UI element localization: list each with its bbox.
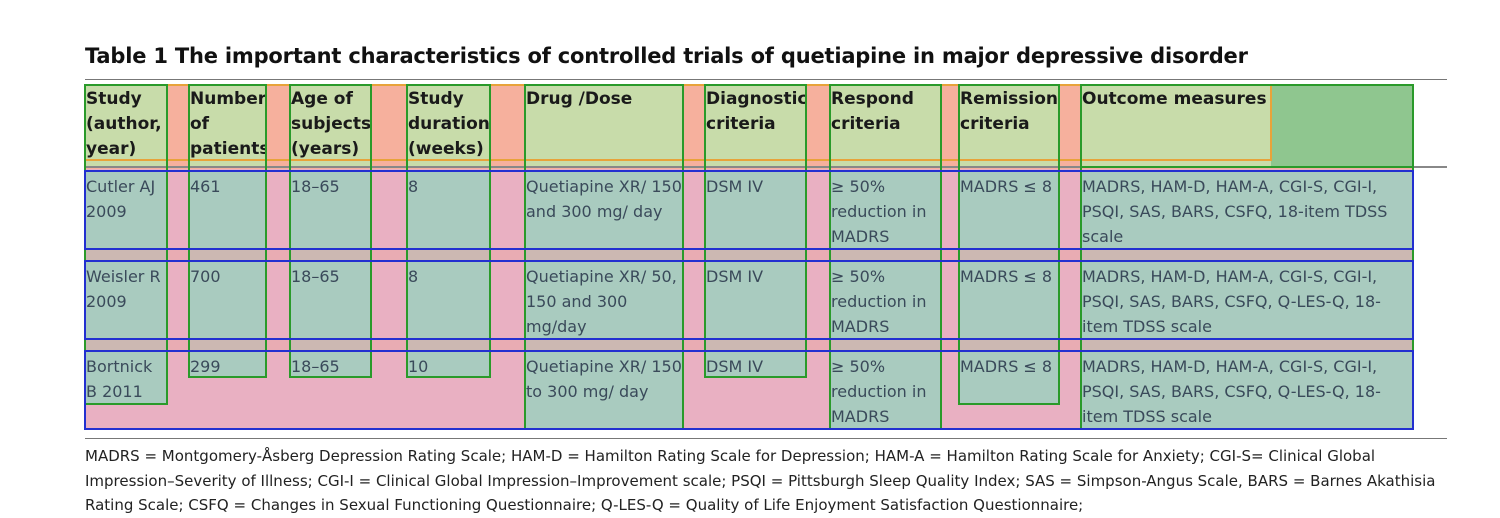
col-fill-0: [85, 170, 167, 404]
table-cell-remission: MADRS ≤ 8: [960, 357, 1053, 376]
header-fill-4: [525, 85, 683, 167]
header-fill-2: [290, 85, 371, 167]
row-gap-1: [85, 249, 1413, 261]
table-cell-duration: 8: [408, 267, 419, 286]
table-cell-study: Cutler AJ 2009: [86, 177, 156, 221]
header-fill-8: [1081, 85, 1271, 167]
table-cell-respond: ≥ 50% reduction in MADRS: [831, 177, 927, 246]
table-cell-diagnostic: DSM IV: [706, 177, 764, 196]
col-fill-8: [1081, 170, 1413, 429]
header-number-of-patients: Number of patients: [190, 89, 266, 159]
table-cell-respond: ≥ 50% reduction in MADRS: [831, 357, 927, 426]
table-cell-age: 18–65: [291, 357, 340, 376]
table-cell-drug: Quetiapine XR/ 150 to 300 mg/ day: [526, 357, 682, 401]
top-rule: [85, 79, 1447, 80]
header-outcome-measures: Outcome measures: [1082, 89, 1267, 109]
header-study: Study (author, year): [86, 89, 162, 159]
header-remission-criteria: Remission criteria: [960, 89, 1059, 134]
header-fill-7: [959, 85, 1059, 167]
table-cell-remission: MADRS ≤ 8: [960, 177, 1053, 196]
table-caption: Table 1 The important characteristics of…: [85, 44, 1248, 68]
header-rule: [85, 166, 1447, 168]
col-fill-4: [525, 170, 683, 429]
table-cell-age: 18–65: [291, 267, 340, 286]
table-cell-diagnostic: DSM IV: [706, 357, 764, 376]
header-age: Age of subjects (years): [291, 89, 371, 159]
table-cell-study: Weisler R 2009: [86, 267, 161, 311]
table-cell-duration: 8: [408, 177, 419, 196]
table-cell-drug: Quetiapine XR/ 150 and 300 mg/ day: [526, 177, 682, 221]
header-fill-3: [407, 85, 490, 167]
header-drug-dose: Drug /Dose: [526, 89, 633, 109]
header-fill-1: [189, 85, 266, 167]
table-cell-respond: ≥ 50% reduction in MADRS: [831, 267, 927, 336]
bottom-rule: [85, 438, 1447, 439]
header-duration: Study duration (weeks): [408, 89, 490, 159]
table-footnote: MADRS = Montgomery-Åsberg Depression Rat…: [85, 447, 1436, 514]
table-cell-patients: 700: [190, 267, 221, 286]
table-cell-outcome: MADRS, HAM-D, HAM-A, CGI-S, CGI-I, PSQI,…: [1082, 177, 1388, 246]
table-cell-diagnostic: DSM IV: [706, 267, 764, 286]
header-respond-criteria: Respond criteria: [831, 89, 914, 134]
col-fill-7: [959, 170, 1059, 404]
table-cell-patients: 461: [190, 177, 221, 196]
table-cell-patients: 299: [190, 357, 221, 376]
header-fill-0: [85, 85, 167, 167]
row-gap-2: [85, 339, 1413, 351]
table-cell-remission: MADRS ≤ 8: [960, 267, 1053, 286]
table-cell-duration: 10: [408, 357, 429, 376]
table-cell-drug: Quetiapine XR/ 50, 150 and 300 mg/day: [526, 267, 677, 336]
table-cell-age: 18–65: [291, 177, 340, 196]
header-fill-6: [830, 85, 941, 167]
table-cell-outcome: MADRS, HAM-D, HAM-A, CGI-S, CGI-I, PSQI,…: [1082, 267, 1381, 336]
header-diagnostic-criteria: Diagnostic criteria: [706, 89, 806, 134]
col-fill-6: [830, 170, 941, 429]
table-cell-outcome: MADRS, HAM-D, HAM-A, CGI-S, CGI-I, PSQI,…: [1082, 357, 1381, 426]
table-cell-study: Bortnick B 2011: [86, 357, 153, 401]
header-fill-8-extra: [1271, 85, 1413, 167]
header-fill-5: [705, 85, 806, 167]
